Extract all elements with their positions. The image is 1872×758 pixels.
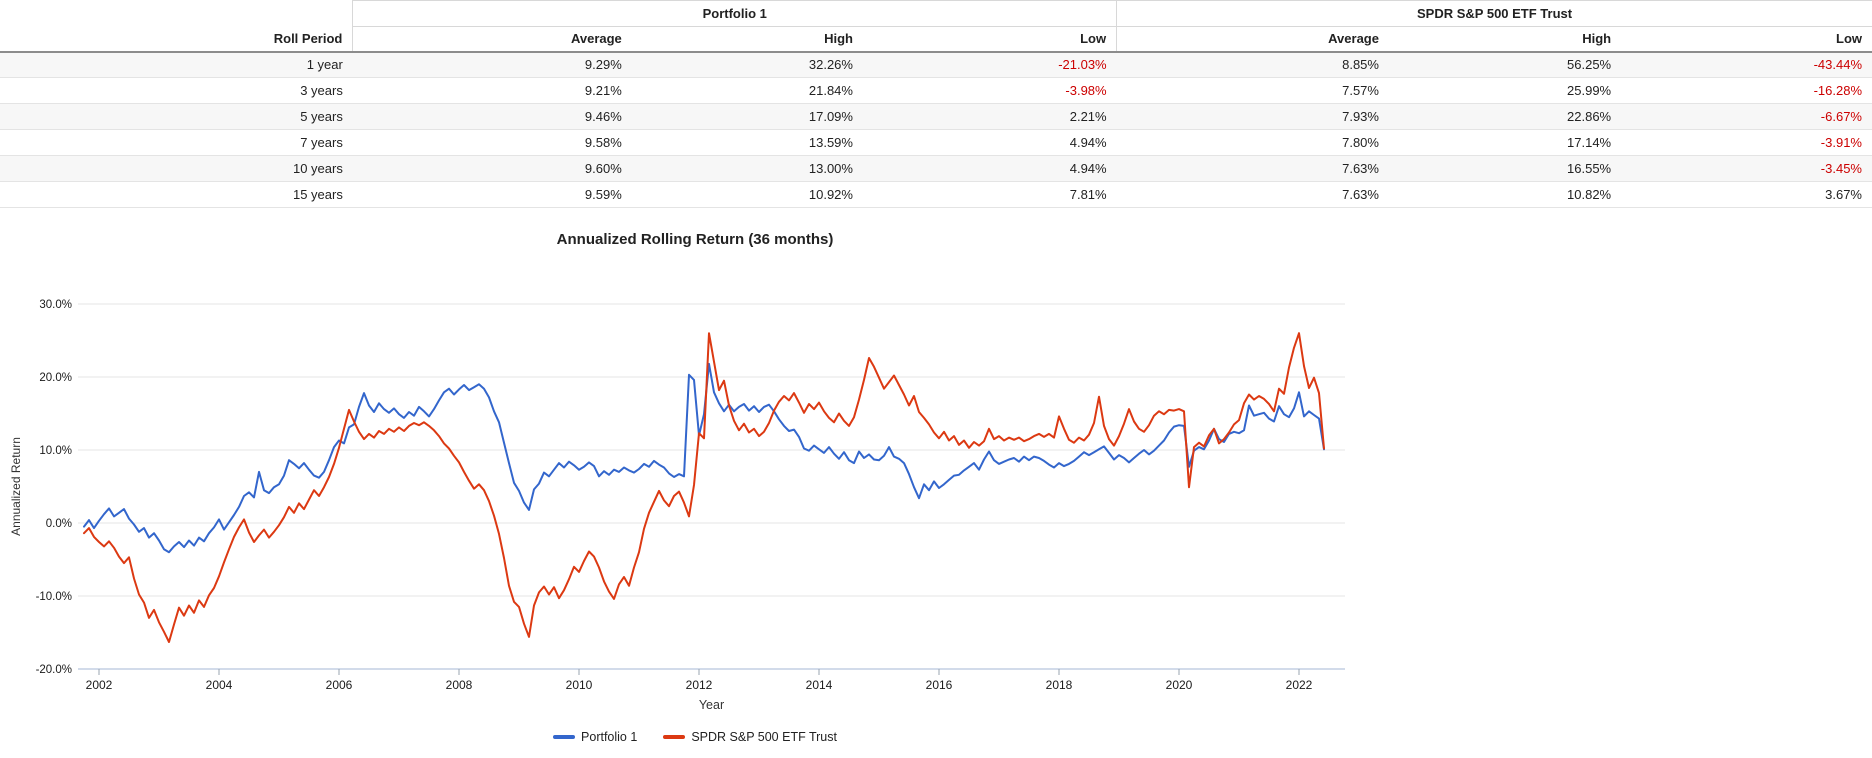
col-header-spy-high: High [1388, 26, 1622, 53]
rolling-return-chart[interactable]: 30.0% 20.0% 10.0% 0.0% -10.0% -20.0% 2002 2004 2… [0, 252, 1390, 722]
svg-text:2016: 2016 [926, 678, 953, 692]
legend-label: SPDR S&P 500 ETF Trust [691, 730, 837, 744]
svg-text:2010: 2010 [566, 678, 593, 692]
svg-text:2004: 2004 [206, 678, 233, 692]
roll-period-cell: 3 years [0, 77, 353, 104]
svg-text:-20.0%: -20.0% [36, 664, 72, 676]
svg-text:2012: 2012 [686, 678, 713, 692]
value-cell: -3.45% [1621, 155, 1872, 182]
svg-text:10.0%: 10.0% [39, 445, 72, 457]
group-header-spdr-sp500: SPDR S&P 500 ETF Trust [1116, 0, 1872, 27]
rolling-returns-table: Portfolio 1 SPDR S&P 500 ETF Trust Roll … [0, 0, 1872, 208]
svg-text:30.0%: 30.0% [39, 299, 72, 311]
value-cell: 13.00% [631, 155, 863, 182]
value-cell: 17.09% [631, 103, 863, 130]
value-cell: 7.63% [1116, 181, 1389, 208]
value-cell: 22.86% [1388, 103, 1622, 130]
value-cell: -6.67% [1621, 103, 1872, 130]
rolling-return-chart-block: Annualized Rolling Return (36 months) 30… [0, 228, 1390, 744]
value-cell: 17.14% [1388, 129, 1622, 156]
value-cell: 9.58% [352, 129, 632, 156]
legend-label: Portfolio 1 [581, 730, 638, 744]
col-header-p1-average: Average [352, 26, 632, 53]
value-cell: 32.26% [631, 51, 863, 78]
roll-period-cell: 10 years [0, 155, 353, 182]
svg-text:Annualized Return: Annualized Return [9, 437, 23, 536]
spdr-line-swatch [663, 735, 686, 739]
svg-text:2014: 2014 [806, 678, 833, 692]
value-cell: 7.80% [1116, 129, 1389, 156]
value-cell: 21.84% [631, 77, 863, 104]
table-row: 7 years 9.58% 13.59% 4.94% 7.80% 17.14% … [0, 129, 1872, 156]
svg-text:20.0%: 20.0% [39, 372, 72, 384]
value-cell: 13.59% [631, 129, 863, 156]
value-cell: 7.93% [1116, 103, 1389, 130]
roll-period-cell: 7 years [0, 129, 353, 156]
table-column-header-row: Roll Period Average High Low Average Hig… [0, 26, 1872, 53]
chart-legend: Portfolio 1 SPDR S&P 500 ETF Trust [0, 730, 1390, 744]
value-cell: 16.55% [1388, 155, 1622, 182]
value-cell: 7.81% [862, 181, 1117, 208]
portfolio-1-line-swatch [553, 735, 576, 739]
svg-text:2022: 2022 [1286, 678, 1313, 692]
value-cell: -21.03% [862, 51, 1117, 78]
col-header-spy-low: Low [1621, 26, 1872, 53]
svg-text:2018: 2018 [1046, 678, 1073, 692]
value-cell: 9.21% [352, 77, 632, 104]
value-cell: -3.98% [862, 77, 1117, 104]
col-header-spy-average: Average [1116, 26, 1389, 53]
svg-text:2008: 2008 [446, 678, 473, 692]
value-cell: 4.94% [862, 155, 1117, 182]
svg-text:Year: Year [699, 698, 724, 712]
value-cell: 56.25% [1388, 51, 1622, 78]
col-header-p1-low: Low [862, 26, 1117, 53]
col-header-p1-high: High [631, 26, 863, 53]
value-cell: 8.85% [1116, 51, 1389, 78]
svg-text:2002: 2002 [86, 678, 113, 692]
svg-text:-10.0%: -10.0% [36, 591, 72, 603]
value-cell: -43.44% [1621, 51, 1872, 78]
table-row: 1 year 9.29% 32.26% -21.03% 8.85% 56.25%… [0, 51, 1872, 78]
table-group-header-row: Portfolio 1 SPDR S&P 500 ETF Trust [0, 0, 1872, 27]
value-cell: 2.21% [862, 103, 1117, 130]
chart-title: Annualized Rolling Return (36 months) [556, 231, 834, 248]
table-row: 15 years 9.59% 10.92% 7.81% 7.63% 10.82%… [0, 181, 1872, 208]
svg-text:0.0%: 0.0% [46, 518, 72, 530]
col-header-roll-period: Roll Period [0, 26, 353, 53]
value-cell: 25.99% [1388, 77, 1622, 104]
table-row: 5 years 9.46% 17.09% 2.21% 7.93% 22.86% … [0, 103, 1872, 130]
table-row: 3 years 9.21% 21.84% -3.98% 7.57% 25.99%… [0, 77, 1872, 104]
legend-item-spdr-sp500: SPDR S&P 500 ETF Trust [663, 730, 837, 744]
roll-period-cell: 5 years [0, 103, 353, 130]
roll-period-cell: 15 years [0, 181, 353, 208]
svg-text:2006: 2006 [326, 678, 353, 692]
group-header-spacer [0, 1, 353, 27]
table-row: 10 years 9.60% 13.00% 4.94% 7.63% 16.55%… [0, 155, 1872, 182]
value-cell: -3.91% [1621, 129, 1872, 156]
value-cell: 9.60% [352, 155, 632, 182]
value-cell: 3.67% [1621, 181, 1872, 208]
value-cell: 4.94% [862, 129, 1117, 156]
legend-item-portfolio-1: Portfolio 1 [553, 730, 637, 744]
value-cell: 7.63% [1116, 155, 1389, 182]
svg-text:2020: 2020 [1166, 678, 1193, 692]
value-cell: 7.57% [1116, 77, 1389, 104]
value-cell: 9.59% [352, 181, 632, 208]
value-cell: 10.92% [631, 181, 863, 208]
group-header-portfolio-1: Portfolio 1 [352, 0, 1117, 27]
value-cell: 9.29% [352, 51, 632, 78]
value-cell: 10.82% [1388, 181, 1622, 208]
roll-period-cell: 1 year [0, 51, 353, 78]
value-cell: 9.46% [352, 103, 632, 130]
value-cell: -16.28% [1621, 77, 1872, 104]
